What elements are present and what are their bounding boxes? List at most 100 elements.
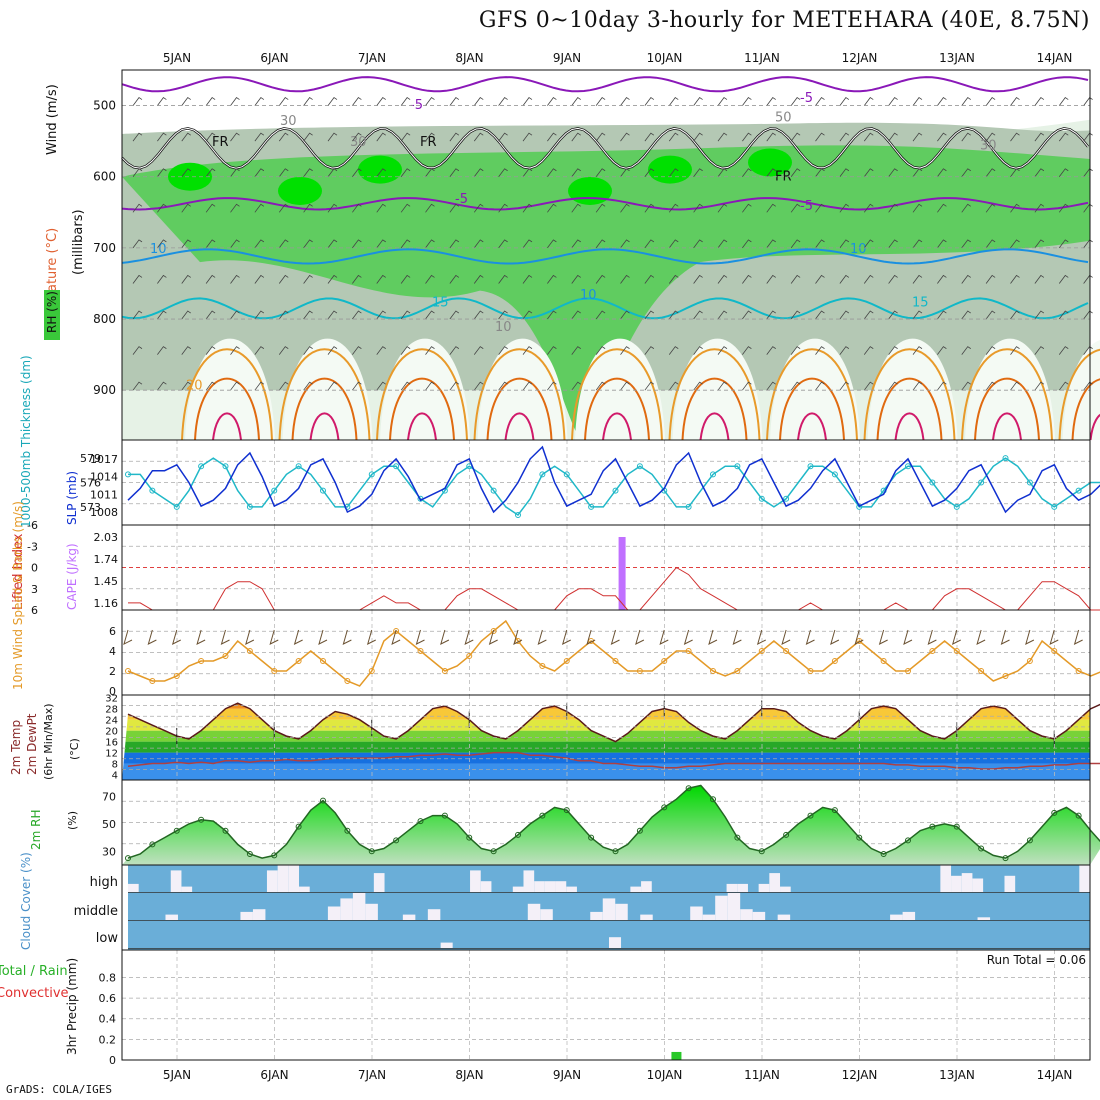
wind-barb [937,132,947,142]
series-2m-rh-point [149,841,156,848]
wind-barb [937,381,947,391]
cloud-bar-high [630,886,642,892]
rh-core [358,155,402,184]
cloud-bar-middle [540,909,553,920]
wind-barb [181,168,191,177]
series-wind-speed-point [222,653,229,659]
cloud-bar-middle [902,911,916,920]
series-2m-rh-point [441,812,448,819]
wind-barb [473,168,484,177]
cloud-bar-high [277,865,289,892]
wind-barb [620,346,630,355]
wind-barb [937,239,947,249]
wind-barb [1010,346,1020,355]
contour-label: 10 [850,242,867,257]
cloud-bar-high [940,865,952,892]
wind-barb [303,346,313,355]
wind-barb [717,132,728,142]
wind-barb [205,203,216,213]
series-wind-speed-point [125,668,131,674]
series-wind-speed-point [295,658,302,664]
wind-barb [1058,346,1069,355]
wind-barb [903,629,913,645]
series-2m-rh-point [466,834,473,841]
wind-barb [254,168,265,177]
cloud-bar-middle [365,903,378,920]
series-thickness-point [222,463,229,470]
series-thickness-point [783,495,790,502]
panel2-axis-labels-slp: SLP (mb) [65,471,79,525]
wind-barb [352,132,362,142]
wind-barb [668,381,679,391]
series-2m-rh-point [734,834,741,841]
wind-barb [376,346,386,355]
wind-barb [376,97,386,106]
series-2m-rh-point [295,823,302,830]
temp-band [122,730,1090,742]
contour-20 [376,348,468,441]
wind-barb [888,168,898,177]
series-2m-rh-point [978,845,985,852]
wind-barb [766,346,776,355]
wind-barb [123,629,133,645]
wind-barb [132,132,143,142]
series-wind-speed-point [831,658,838,664]
wind-barb [220,629,230,645]
wind-barb [254,239,265,249]
wind-barb [157,239,167,249]
wind-barb [742,274,752,284]
series-thickness-point [588,503,595,510]
wind-barb [1010,274,1020,284]
wind-barb [912,203,923,213]
series-2m-rh-point [710,796,716,803]
y-tick-wind: 0 [109,685,116,698]
wind-barb [742,168,752,177]
y-tick-rh: 30 [102,845,116,858]
cloud-bar-high [737,883,748,892]
wind-barb [839,346,850,355]
series-wind-speed-point [734,668,741,674]
contour-label: -5 [800,199,813,214]
wind-barb [245,629,255,645]
wind-barb [888,274,898,284]
rh-core [568,176,612,205]
contour-20 [473,348,566,441]
wind-barb [571,203,581,213]
date-label-bottom: 13JAN [939,1068,975,1082]
series-2m-rh-point [222,827,229,834]
wind-barb [498,346,508,355]
wind-barb [742,203,752,213]
axis-label-slp: SLP (mb) [65,471,79,525]
wind-barb [278,310,289,320]
y-tick-label: 800 [93,312,116,326]
wind-barb [839,274,850,284]
series-wind-speed-point [417,648,424,654]
series-wind-speed-point [710,668,716,674]
axis-label-precip: 3hr Precip (mm) [65,958,79,1055]
cloud-bar-high [544,881,556,892]
wind-barb [937,274,947,284]
wind-barb [1058,274,1069,284]
wind-barb [181,346,191,355]
wind-barb [961,274,971,284]
rh-core [748,148,792,177]
wind-barb [863,97,874,106]
wind-barb [717,168,728,177]
wind-barb [839,239,850,249]
wind-barb [400,168,411,177]
wind-barb [352,239,362,249]
wind-barb [863,168,874,177]
contour-30 [309,412,340,441]
wind-barb [620,168,630,177]
date-label-bottom: 11JAN [744,1068,780,1082]
wind-barb [805,629,815,645]
series-wind-speed-point [441,668,448,674]
y-tick-temp: 4 [112,771,118,782]
wind-barb [595,168,606,177]
contour-25 [681,377,748,441]
series-thickness-point [978,479,985,486]
wind-barb [522,203,533,213]
wind-barb [717,274,728,284]
temp-band [122,763,1090,780]
series-2m-rh-point [856,834,863,841]
